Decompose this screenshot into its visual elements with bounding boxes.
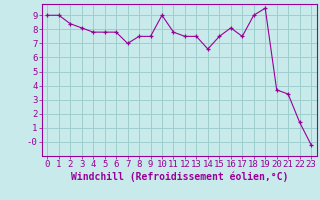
X-axis label: Windchill (Refroidissement éolien,°C): Windchill (Refroidissement éolien,°C) xyxy=(70,172,288,182)
